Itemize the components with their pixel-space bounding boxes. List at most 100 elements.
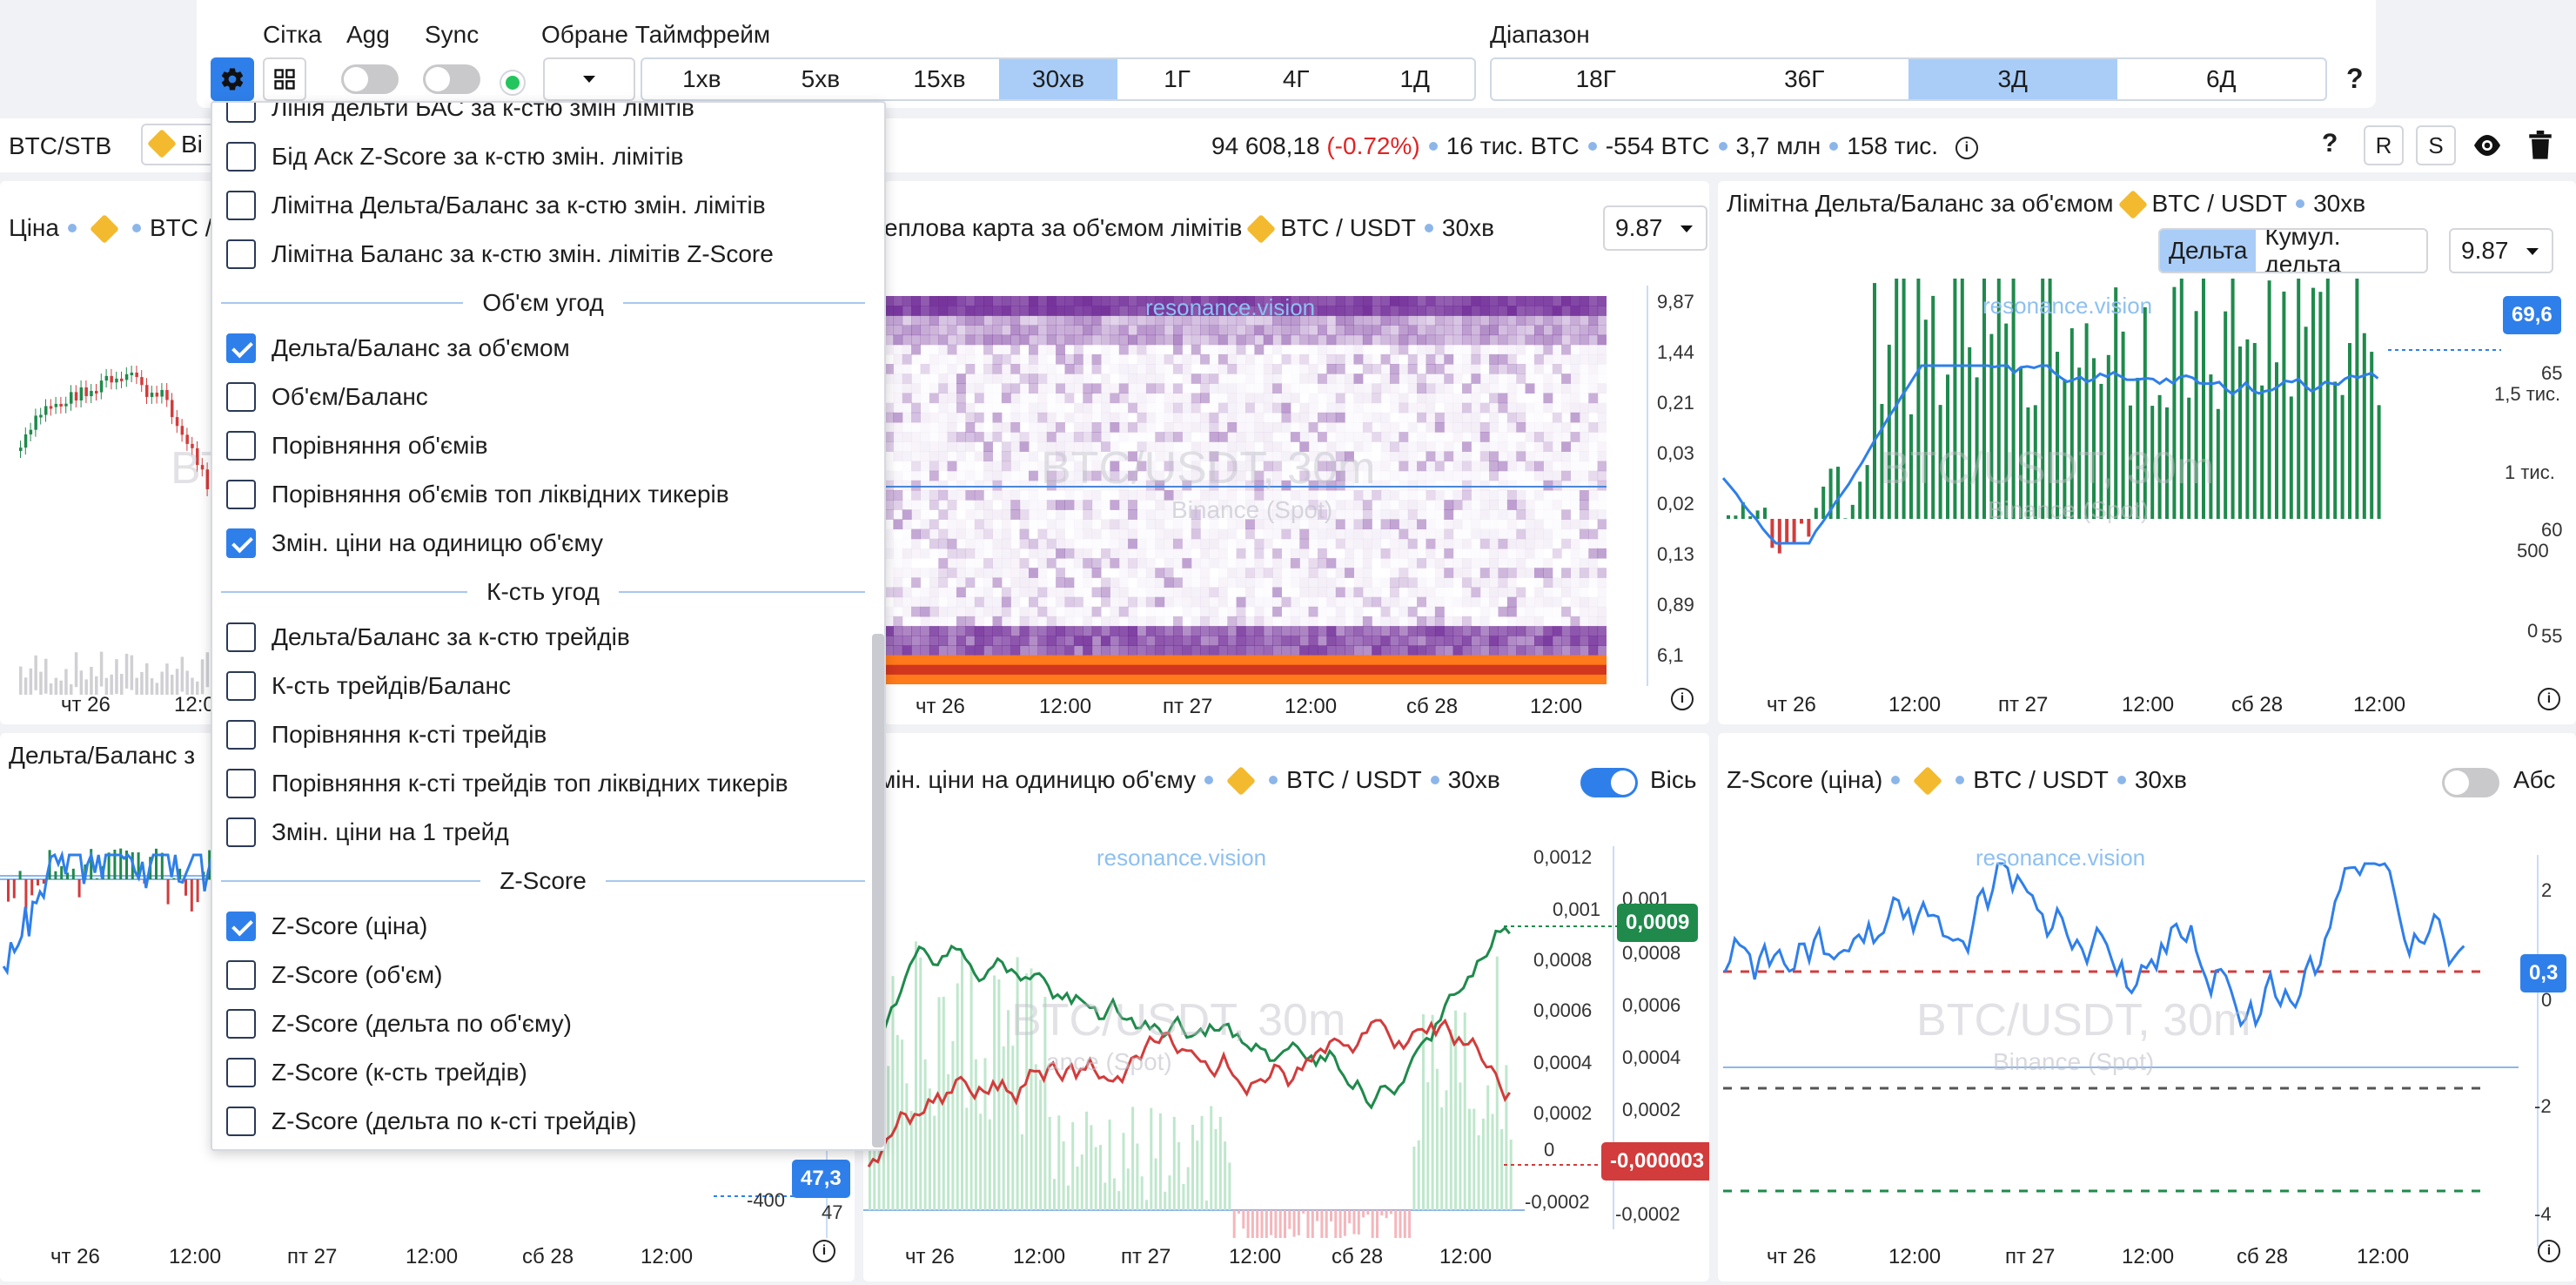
menu-item[interactable]: Об'єм/Баланс <box>226 380 428 414</box>
heat-cell <box>929 616 939 627</box>
heatmap-chart[interactable] <box>884 296 1607 684</box>
heat-cell <box>1118 606 1129 617</box>
timeframe-option[interactable]: 15хв <box>913 65 966 92</box>
menu-item[interactable]: Змін. ціни на одиницю об'єму <box>226 526 603 561</box>
menu-item[interactable]: Порівняння к-сті трейдів <box>226 717 547 752</box>
range-selector[interactable]: 18Г 36Г 3Д 6Д <box>1490 57 2327 101</box>
tab-delta[interactable]: Дельта <box>2160 230 2257 272</box>
agg-toggle[interactable] <box>341 64 399 94</box>
menu-item[interactable]: Лімітна Баланс за к-стю змін. лімітів Z-… <box>226 237 774 272</box>
timeframe-option[interactable]: 1Д <box>1399 65 1431 92</box>
checkbox[interactable] <box>226 1009 256 1039</box>
range-option[interactable]: 36Г <box>1784 65 1825 92</box>
menu-item[interactable]: Дельта/Баланс за к-стю трейдів <box>226 620 630 655</box>
menu-item[interactable]: Порівняння об'ємів топ ліквідних тикерів <box>226 477 729 512</box>
checkbox[interactable] <box>226 142 256 172</box>
checkbox[interactable] <box>226 239 256 269</box>
s-button[interactable]: S <box>2416 125 2456 165</box>
grid-button[interactable] <box>263 57 306 101</box>
info-icon[interactable]: i <box>813 1240 835 1262</box>
heat-cell <box>1037 626 1048 636</box>
menu-item[interactable]: К-сть трейдів/Баланс <box>226 669 511 703</box>
heat-cell <box>1137 607 1147 617</box>
menu-item[interactable]: Z-Score (ціна) <box>226 909 427 944</box>
heat-cell <box>1263 451 1273 462</box>
timeframe-dropdown[interactable] <box>543 57 635 101</box>
info-icon[interactable]: i <box>1955 136 1978 159</box>
volume-bar <box>140 671 144 695</box>
checkbox[interactable] <box>226 720 256 750</box>
checkbox[interactable] <box>226 103 256 123</box>
checkbox[interactable] <box>226 960 256 990</box>
heat-cell <box>1326 596 1337 608</box>
candle <box>90 391 93 397</box>
menu-item[interactable]: Порівняння об'ємів <box>226 428 487 463</box>
menu-item[interactable]: Лінія дельти БАС за к-стю змін лімітів <box>226 103 694 125</box>
zscore-chart[interactable] <box>1718 838 2576 1247</box>
volume-bar <box>104 677 109 695</box>
heat-cell <box>1037 606 1048 617</box>
abs-toggle[interactable] <box>2442 768 2499 797</box>
heat-cell <box>1128 616 1137 627</box>
timeframe-selector[interactable]: 1хв 5хв 15хв 30хв 1Г 4Г 1Д <box>641 57 1476 101</box>
checkbox[interactable] <box>226 1107 256 1136</box>
toolbar-help[interactable]: ? <box>2346 63 2364 94</box>
delta-bar <box>30 879 34 896</box>
info-icon[interactable]: i <box>2538 688 2560 710</box>
info-help[interactable]: ? <box>2322 129 2338 158</box>
timeframe-option[interactable]: 1Г <box>1164 65 1191 92</box>
checkbox[interactable] <box>226 333 256 363</box>
heat-cell <box>1462 655 1472 666</box>
info-icon[interactable]: i <box>2538 1240 2560 1262</box>
delta-scale-select[interactable]: 9.87 <box>2449 228 2553 273</box>
info-icon[interactable]: i <box>1671 688 1694 710</box>
checkbox[interactable] <box>226 191 256 220</box>
timeframe-option[interactable]: 4Г <box>1282 65 1310 92</box>
menu-item[interactable]: Z-Score (к-сть трейдів) <box>226 1055 527 1090</box>
heatmap-scale-select[interactable]: 9.87 <box>1603 205 1707 251</box>
menu-item[interactable]: Змін. ціни на 1 трейд <box>226 815 509 850</box>
checkbox[interactable] <box>226 480 256 509</box>
menu-scrollbar[interactable] <box>872 634 884 1147</box>
settings-button[interactable] <box>211 57 254 101</box>
menu-item[interactable]: Z-Score (об'єм) <box>226 958 443 992</box>
menu-item[interactable]: Z-Score (дельта по об'єму) <box>226 1006 572 1041</box>
sync-toggle[interactable] <box>423 64 480 94</box>
range-option[interactable]: 3Д <box>1909 59 2117 99</box>
timeframe-option[interactable]: 5хв <box>801 65 841 92</box>
heat-cell <box>1525 606 1535 617</box>
checkbox[interactable] <box>226 382 256 412</box>
heat-cell <box>1145 383 1156 394</box>
heat-cell <box>1543 344 1553 355</box>
checkbox[interactable] <box>226 769 256 798</box>
eye-icon[interactable] <box>2472 132 2503 158</box>
tab-cumulative-delta[interactable]: Кумул. дельта <box>2264 228 2342 273</box>
limit-delta-chart[interactable] <box>1718 279 2576 688</box>
checkbox[interactable] <box>226 1058 256 1087</box>
trash-icon[interactable] <box>2527 131 2553 160</box>
exchange-selector[interactable]: Bi <box>141 124 219 165</box>
heat-cell <box>1345 306 1354 316</box>
menu-item[interactable]: Порівняння к-сті трейдів топ ліквідних т… <box>226 766 788 801</box>
r-button[interactable]: R <box>2364 125 2404 165</box>
range-option[interactable]: 18Г <box>1575 65 1616 92</box>
heat-cell <box>1227 539 1237 549</box>
checkbox[interactable] <box>226 817 256 847</box>
price-change-chart[interactable] <box>863 846 1709 1238</box>
menu-item[interactable]: Бід Аск Z-Score за к-стю змін. лімітів <box>226 139 683 174</box>
menu-item[interactable]: Лімітна Дельта/Баланс за к-стю змін. лім… <box>226 188 766 223</box>
heat-cell <box>1362 636 1372 646</box>
checkbox[interactable] <box>226 431 256 461</box>
timeframe-option[interactable]: 1хв <box>682 65 721 92</box>
timeframe-option[interactable]: 30хв <box>998 59 1118 99</box>
checkbox[interactable] <box>226 528 256 558</box>
range-option[interactable]: 6Д <box>2205 65 2237 92</box>
menu-item[interactable]: Z-Score (дельта по к-сті трейдів) <box>226 1104 637 1139</box>
axis-toggle[interactable] <box>1580 768 1638 797</box>
checkbox[interactable] <box>226 912 256 941</box>
checkbox[interactable] <box>226 671 256 701</box>
heat-cell <box>1471 674 1481 684</box>
checkbox[interactable] <box>226 622 256 652</box>
heat-cell <box>1380 490 1391 501</box>
menu-item[interactable]: Дельта/Баланс за об'ємом <box>226 331 570 366</box>
